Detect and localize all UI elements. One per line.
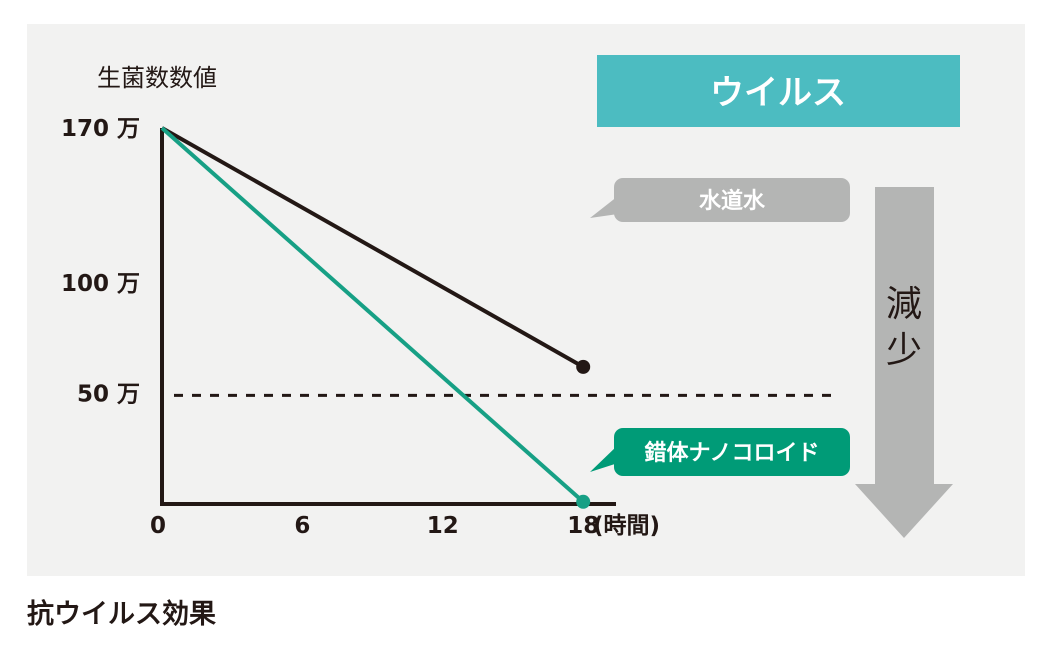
series-end-point-nano-colloid (576, 494, 591, 509)
x-tick-label-6: 6 (294, 513, 310, 539)
x-tick-label-18: 18 (567, 513, 599, 539)
series-label-tap-water-box (614, 178, 850, 222)
series-label-nano-colloid-text: 錯体ナノコロイド (645, 440, 820, 466)
reduction-arrow-label-char-2: 少 (886, 330, 922, 371)
y-tick-label-170: 170 万 (61, 116, 140, 142)
y-tick-label-50: 50 万 (77, 381, 140, 407)
x-tick-label-0: 0 (150, 513, 166, 539)
x-tick-label-12: 12 (427, 513, 459, 539)
series-label-nano-colloid-box (614, 428, 850, 476)
reduction-arrow-label-char-1: 減 (886, 284, 922, 325)
y-axis-label: 生菌数数値 (97, 64, 217, 92)
header-box-label: ウイルス (710, 73, 846, 113)
x-axis-unit: (時間) (593, 513, 660, 539)
series-end-point-tap-water (576, 359, 591, 374)
series-label-nano-colloid-pointer (590, 445, 618, 472)
chart-caption: 抗ウイルス効果 (27, 599, 216, 630)
header-box (597, 55, 960, 127)
series-line-nano-colloid (160, 126, 585, 504)
series-label-tap-water-pointer (590, 196, 618, 218)
y-tick-label-100: 100 万 (61, 271, 140, 297)
series-label-tap-water-text: 水道水 (699, 188, 766, 214)
reduction-arrow (855, 187, 953, 538)
series-label-nano-colloid: 錯体ナノコロイド (590, 428, 850, 476)
series-label-tap-water: 水道水 (590, 178, 850, 222)
series-line-tap-water (161, 126, 585, 369)
